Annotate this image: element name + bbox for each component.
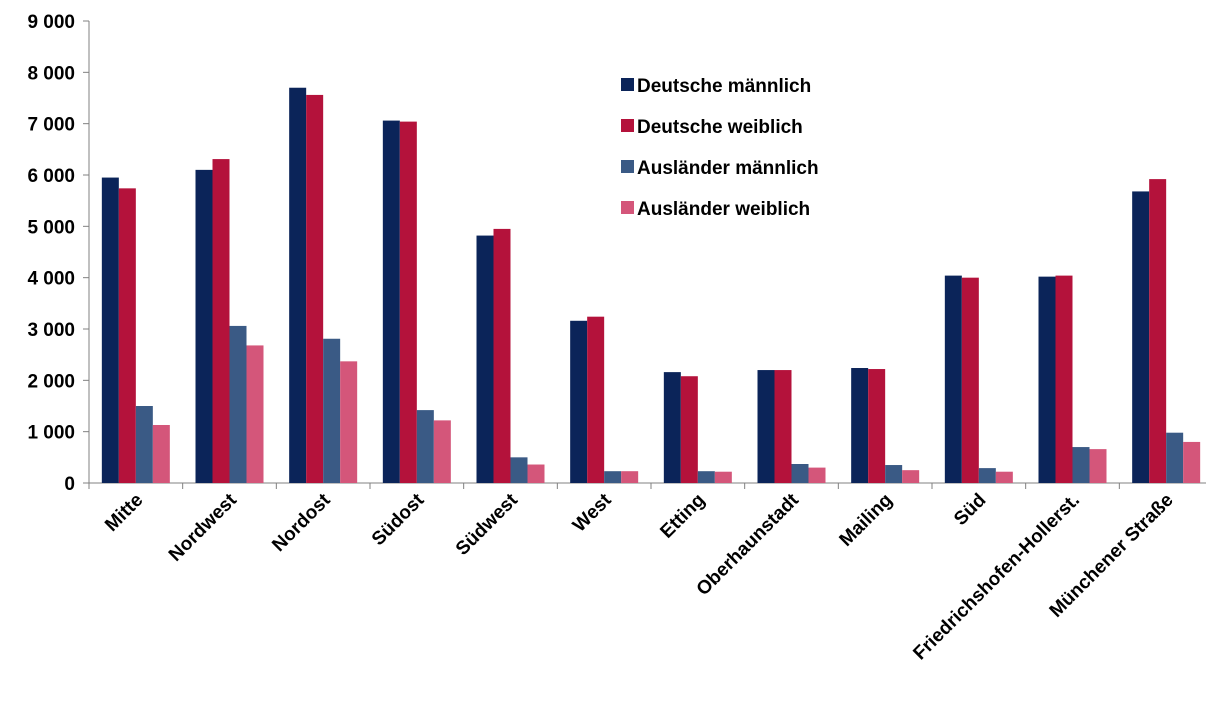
y-tick-label: 3 000	[27, 320, 75, 341]
bar	[323, 338, 341, 483]
bar	[791, 464, 809, 483]
legend: Deutsche männlich Deutsche weiblich Auslän…	[621, 76, 819, 220]
bar	[774, 370, 792, 483]
bar	[399, 121, 417, 483]
bar	[663, 372, 681, 483]
bar	[757, 370, 775, 483]
legend-label: Ausländer weiblich	[637, 199, 810, 220]
bar	[101, 177, 119, 484]
bar	[382, 120, 400, 483]
bar	[195, 169, 213, 483]
bar	[1038, 276, 1056, 483]
bar	[118, 188, 136, 483]
bar	[714, 471, 732, 483]
bar	[135, 406, 153, 483]
legend-swatch	[621, 119, 634, 132]
x-category-label: Mailing	[836, 490, 897, 551]
x-category-label: Südost	[368, 489, 429, 550]
bar	[851, 368, 869, 483]
x-category-label: Süd	[950, 490, 990, 530]
legend-swatch	[621, 78, 634, 91]
legend-label: Deutsche weiblich	[637, 117, 803, 138]
x-category-label: Nordost	[268, 489, 335, 556]
x-category-label: Südwest	[452, 489, 523, 560]
bar	[433, 420, 451, 483]
bar	[212, 159, 230, 483]
x-category-label: Etting	[656, 490, 709, 543]
bar	[476, 235, 494, 483]
bar	[621, 471, 639, 483]
legend-label: Ausländer männlich	[637, 158, 819, 179]
bar	[961, 277, 979, 483]
bar	[885, 465, 903, 483]
bar	[995, 471, 1013, 483]
bars	[101, 87, 1201, 484]
bar	[697, 471, 715, 483]
bar	[587, 316, 605, 483]
legend-swatch	[621, 160, 634, 173]
bar	[229, 325, 247, 483]
x-category-label: Mitte	[101, 490, 147, 536]
bar	[1072, 447, 1090, 483]
y-tick-label: 5 000	[27, 217, 75, 238]
bar	[527, 464, 545, 483]
legend-label: Deutsche männlich	[637, 76, 811, 97]
x-axis: Mitte Nordwest Nordost Südost Südwest West Ett…	[88, 482, 1206, 665]
bar	[808, 467, 826, 483]
y-tick-label: 7 000	[27, 115, 75, 136]
bar	[340, 361, 358, 483]
x-category-label: Nordwest	[165, 489, 242, 566]
bar	[570, 320, 588, 483]
y-tick-label: 9 000	[27, 12, 75, 33]
y-tick-label: 6 000	[27, 166, 75, 187]
bar	[493, 228, 511, 483]
y-axis: 0 1 000 2 000 3 000 4 000 5 000 6 000 7 000 8 00…	[27, 12, 90, 495]
y-tick-label: 0	[64, 474, 75, 495]
y-tick-label: 2 000	[27, 371, 75, 392]
x-category-label: Friedrichshofen-Hollerst.	[909, 490, 1084, 665]
bar	[1183, 441, 1201, 483]
y-tick-label: 8 000	[27, 63, 75, 84]
bar	[152, 424, 170, 483]
bar	[1055, 275, 1073, 483]
bar	[1149, 179, 1167, 483]
x-category-label: Oberhaunstadt	[693, 489, 804, 600]
bar	[902, 470, 920, 483]
bar	[1166, 432, 1184, 483]
bar	[289, 87, 307, 483]
bar	[1132, 191, 1150, 483]
bar	[868, 369, 886, 483]
bar	[510, 457, 528, 483]
x-category-label: West	[569, 489, 616, 536]
legend-swatch	[621, 201, 634, 214]
bar	[680, 376, 698, 483]
y-tick-label: 4 000	[27, 269, 75, 290]
y-tick-label: 1 000	[27, 423, 75, 444]
bar	[306, 94, 324, 484]
bar	[246, 345, 264, 483]
bar	[604, 471, 622, 483]
bar	[978, 468, 996, 483]
bar	[1089, 449, 1107, 483]
bar	[416, 410, 434, 483]
bar	[944, 275, 962, 483]
